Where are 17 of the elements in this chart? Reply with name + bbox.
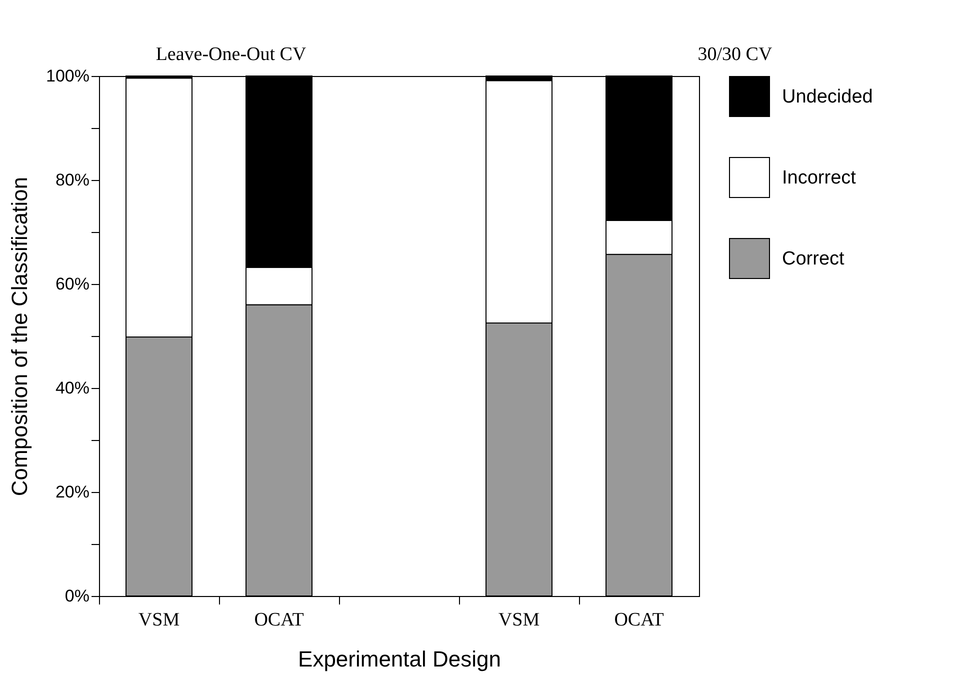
legend-label: Incorrect (782, 168, 857, 188)
x-tick-label: VSM (138, 610, 180, 630)
y-tick-label: 80% (55, 170, 90, 190)
x-axis-title: Experimental Design (298, 646, 501, 672)
y-tick-label: 0% (64, 586, 90, 606)
legend-label: Correct (782, 248, 846, 270)
y-axis-title: Composition of the Classification (7, 176, 32, 496)
y-tick-label: 100% (46, 66, 90, 86)
text: 30/30 CV (698, 44, 772, 65)
y-tick-label: 20% (55, 482, 90, 502)
y-tick-label: 60% (55, 274, 90, 294)
text: Leave-One-Out CV (156, 44, 306, 65)
legend-label: Undecided (782, 86, 873, 108)
x-tick-label: VSM (498, 610, 540, 630)
x-tick-label: OCAT (254, 610, 304, 630)
x-tick-label: OCAT (614, 610, 664, 630)
y-tick-label: 40% (55, 378, 90, 398)
